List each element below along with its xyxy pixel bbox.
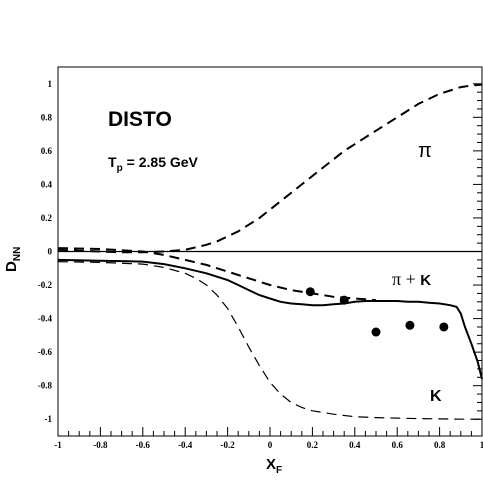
y-tick-label: 0.8: [41, 112, 53, 122]
data-point: [305, 287, 315, 297]
y-tick-label: -0.4: [38, 314, 53, 324]
experiment-label: DISTO: [108, 108, 172, 131]
x-tick-label: 0.4: [349, 440, 361, 450]
y-tick-label: -0.2: [38, 280, 53, 290]
x-axis-title-main: X: [266, 456, 276, 473]
series-line-1: [57, 83, 483, 254]
data-point: [405, 320, 415, 330]
series-line-3: [57, 258, 483, 380]
x-tick-label: -0.2: [220, 440, 235, 450]
x-tick-label: 0.2: [307, 440, 319, 450]
x-tick-label: -0.6: [136, 440, 151, 450]
data-point: [371, 327, 381, 337]
y-axis-title: DNN: [3, 247, 23, 272]
y-tick-label: 0.2: [41, 213, 53, 223]
x-tick-label: 0.6: [392, 440, 404, 450]
y-tick-label: -0.6: [38, 347, 53, 357]
k-label: K: [430, 388, 442, 405]
y-tick-label: -1: [45, 414, 53, 424]
x-tick-label: 0: [268, 440, 273, 450]
y-axis-title-sub: NN: [12, 247, 23, 261]
y-tick-label: 1: [48, 79, 53, 89]
pik-label-pi: π +: [392, 269, 420, 289]
energy-prefix: T: [108, 154, 117, 170]
x-tick-label: 1: [480, 440, 483, 450]
x-axis-ticks: -1 -0.8 -0.6 -0.4 -0.2 0 0.2 0.4 0.6 0.8 1: [54, 427, 483, 450]
y-tick-label: -0.8: [38, 381, 53, 391]
pik-label-k: K: [420, 272, 431, 289]
y-tick-label: 0.4: [41, 179, 53, 189]
y-axis-ticks: -1 -0.8 -0.6 -0.4 -0.2 0 0.2 0.4 0.6 0.8 1: [38, 79, 482, 424]
x-tick-label: -0.4: [178, 440, 193, 450]
y-tick-label: 0: [48, 247, 53, 257]
pi-label: π: [418, 140, 432, 162]
energy-value: = 2.85 GeV: [127, 154, 199, 170]
x-tick-label: 0.8: [434, 440, 446, 450]
x-axis-title-sub: F: [276, 465, 282, 476]
series-line-4: [57, 261, 482, 420]
data-points: [305, 287, 449, 337]
y-tick-label: 0.6: [41, 146, 53, 156]
x-axis-title: XF: [266, 456, 282, 476]
y-axis-title-main: D: [3, 261, 20, 272]
energy-subscript: p: [117, 163, 123, 174]
data-point: [339, 295, 349, 305]
pik-label: π + K: [392, 269, 431, 289]
series-line-2: [57, 247, 377, 302]
x-tick-label: -1: [54, 440, 62, 450]
x-tick-label: -0.8: [93, 440, 108, 450]
energy-label: Tp = 2.85 GeV: [108, 154, 199, 174]
data-point: [439, 322, 449, 332]
